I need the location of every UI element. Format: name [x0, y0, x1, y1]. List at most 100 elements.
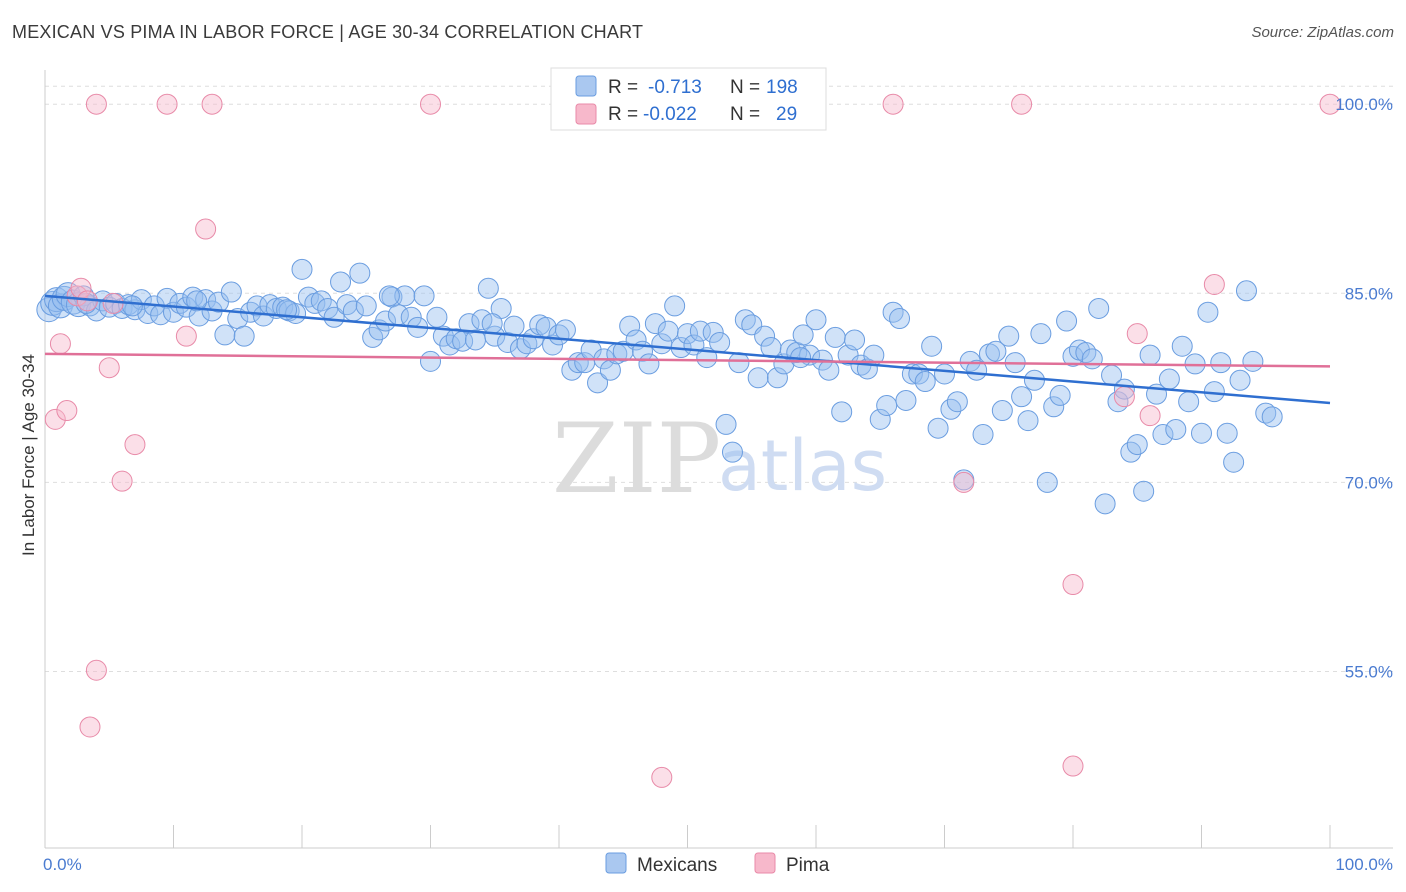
legend-r-mexicans: -0.713: [648, 77, 702, 98]
point-pima-24: [1113, 386, 1135, 408]
point-mexicans-128: [844, 329, 866, 351]
point-pima-15: [195, 218, 217, 240]
point-mexicans-133: [876, 395, 898, 417]
point-mexicans-198: [481, 313, 503, 335]
y-tick-label-70: 70.0%: [1345, 473, 1393, 492]
point-pima-19: [882, 93, 904, 115]
point-mexicans-157: [1030, 323, 1052, 345]
point-mexicans-160: [1049, 384, 1071, 406]
x-tick-label-min: 0.0%: [43, 855, 82, 874]
point-pima-26: [1139, 405, 1161, 427]
point-pima-22: [1062, 574, 1084, 596]
point-mexicans-21: [156, 287, 178, 309]
point-mexicans-165: [1081, 348, 1103, 370]
watermark: ZIP atlas: [552, 403, 887, 515]
legend-swatch-pima: [575, 103, 597, 125]
point-mexicans-185: [1210, 352, 1232, 374]
legend-n-pima: 29: [776, 104, 797, 125]
point-mexicans-64: [432, 325, 454, 347]
y-tick-label-55: 55.0%: [1345, 663, 1393, 682]
point-pima-12: [124, 434, 146, 456]
point-mexicans-114: [754, 325, 776, 347]
axes: [44, 70, 1393, 849]
point-mexicans-156: [1023, 369, 1045, 391]
point-mexicans-183: [1197, 301, 1219, 323]
point-mexicans-173: [1133, 480, 1155, 502]
point-pima-27: [1203, 273, 1225, 295]
x-tick-label-max: 100.0%: [1335, 855, 1393, 874]
bottom-legend: Mexicans Pima: [605, 852, 830, 876]
point-mexicans-190: [1242, 350, 1264, 372]
point-mexicans-134: [882, 301, 904, 323]
y-tick-labels: 55.0% 70.0% 85.0% 100.0%: [1335, 95, 1393, 681]
point-mexicans-108: [715, 413, 737, 435]
point-pima-9: [98, 357, 120, 379]
legend-n-mexicans: 198: [766, 77, 798, 98]
point-mexicans-125: [824, 326, 846, 348]
point-mexicans-96: [638, 353, 660, 375]
point-mexicans-132: [869, 408, 891, 430]
point-mexicans-93: [619, 315, 641, 337]
y-axis-label: In Labor Force | Age 30-34: [19, 354, 38, 556]
point-mexicans-161: [1056, 310, 1078, 332]
point-mexicans-170: [1113, 378, 1135, 400]
point-mexicans-120: [792, 324, 814, 346]
watermark-atlas: atlas: [718, 425, 887, 507]
legend-frame: [550, 67, 827, 131]
legend-r-label-pima: R =: [608, 104, 638, 125]
point-mexicans-113: [747, 367, 769, 389]
legend-r-label-mexicans: R =: [608, 77, 638, 98]
point-mexicans-81: [542, 334, 564, 356]
point-mexicans-150: [985, 340, 1007, 362]
point-pima-14: [175, 325, 197, 347]
point-mexicans-31: [220, 281, 242, 303]
point-pima-7: [79, 716, 101, 738]
point-mexicans-178: [1165, 418, 1187, 440]
point-mexicans-192: [1261, 406, 1283, 428]
point-mexicans-167: [1094, 493, 1116, 515]
legend-swatch-mexicans: [575, 75, 597, 97]
point-mexicans-177: [1158, 368, 1180, 390]
point-mexicans-155: [1017, 410, 1039, 432]
point-mexicans-42: [291, 258, 313, 280]
point-pima-20: [953, 471, 975, 493]
point-mexicans-65: [439, 334, 461, 356]
point-mexicans-72: [484, 325, 506, 347]
point-mexicans-102: [677, 323, 698, 345]
point-mexicans-68: [458, 313, 480, 335]
point-pima-2: [56, 400, 78, 422]
point-mexicans-194: [121, 295, 143, 317]
point-mexicans-191: [1255, 402, 1277, 424]
legend-box: R = -0.713 N = 198 R = -0.022 N = 29: [550, 67, 827, 131]
y-tick-label-85: 85.0%: [1345, 284, 1393, 303]
point-mexicans-139: [914, 371, 936, 393]
point-mexicans-172: [1126, 434, 1148, 456]
point-mexicans-124: [818, 359, 840, 381]
point-pima-6: [85, 659, 107, 681]
point-mexicans-49: [336, 294, 358, 316]
point-pima-18: [651, 766, 673, 788]
bottom-legend-label-mexicans: Mexicans: [637, 855, 717, 876]
chart-source: Source: ZipAtlas.com: [1251, 24, 1394, 41]
point-mexicans-159: [1043, 396, 1065, 418]
point-mexicans-141: [927, 417, 949, 439]
point-pima-17: [420, 93, 441, 115]
point-mexicans-48: [330, 271, 352, 293]
point-mexicans-164: [1075, 342, 1097, 364]
point-mexicans-106: [702, 321, 724, 343]
point-mexicans-197: [378, 285, 400, 307]
point-mexicans-154: [1011, 386, 1033, 408]
point-mexicans-176: [1152, 424, 1174, 446]
point-mexicans-158: [1036, 471, 1058, 493]
point-mexicans-126: [831, 401, 853, 423]
point-mexicans-187: [1223, 451, 1245, 473]
point-pima-21: [1011, 93, 1033, 115]
point-pima-28: [1319, 93, 1341, 115]
point-mexicans-74: [497, 331, 519, 353]
point-mexicans-140: [921, 335, 943, 357]
point-mexicans-85: [567, 352, 589, 374]
point-mexicans-51: [349, 262, 371, 284]
point-mexicans-116: [766, 367, 788, 389]
point-mexicans-63: [426, 306, 448, 328]
